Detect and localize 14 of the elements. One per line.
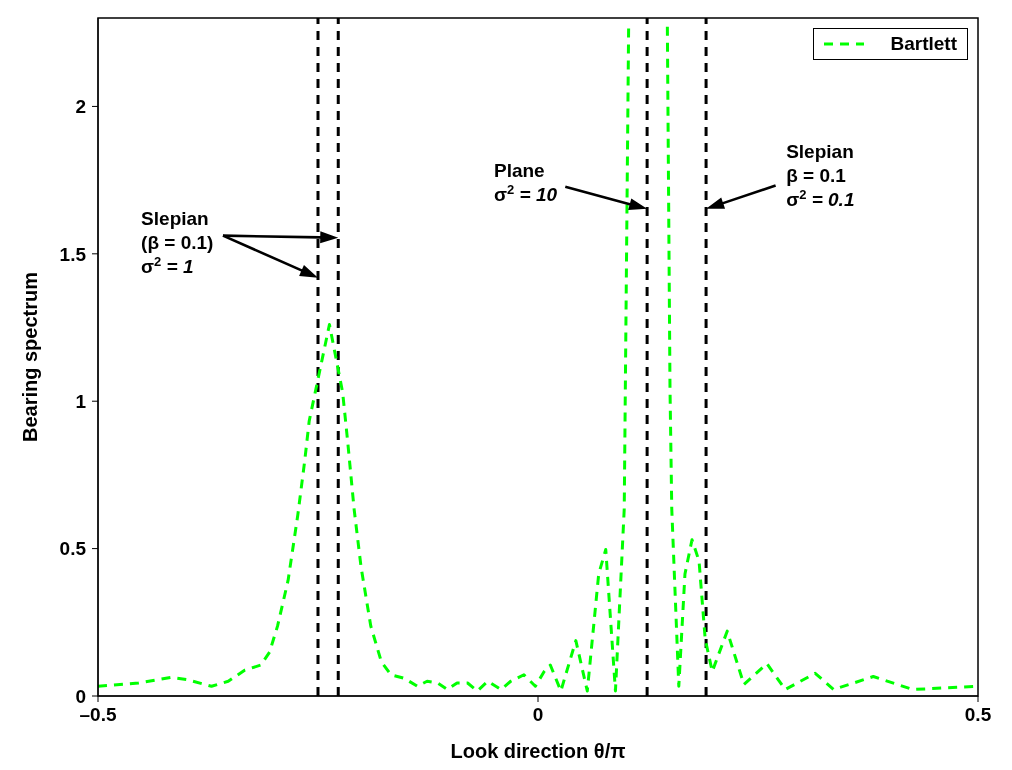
annotation: Slepian (β = 0.1) σ$^{2}$ = 1 bbox=[141, 207, 214, 277]
x-tick-label: 0.5 bbox=[964, 704, 992, 726]
y-axis-title: Bearing spectrum bbox=[19, 271, 42, 443]
y-tick-label: 0 bbox=[75, 685, 86, 707]
x-tick-label: 0 bbox=[532, 704, 544, 726]
y-tick-label: 2 bbox=[75, 96, 86, 118]
legend-label: Bartlett bbox=[890, 33, 957, 55]
annotation: Slepian β = 0.1 σ$^{2}$ = 0.1 bbox=[786, 141, 855, 211]
x-axis-title: Look direction θ/π bbox=[450, 740, 626, 762]
y-tick-label: 1 bbox=[75, 390, 87, 412]
annotation: Plane σ$^{2}$ = 10 bbox=[494, 160, 558, 206]
x-tick-label: –0.5 bbox=[79, 704, 117, 726]
y-tick-label: 1.5 bbox=[59, 243, 87, 265]
y-tick-label: 0.5 bbox=[59, 538, 87, 560]
